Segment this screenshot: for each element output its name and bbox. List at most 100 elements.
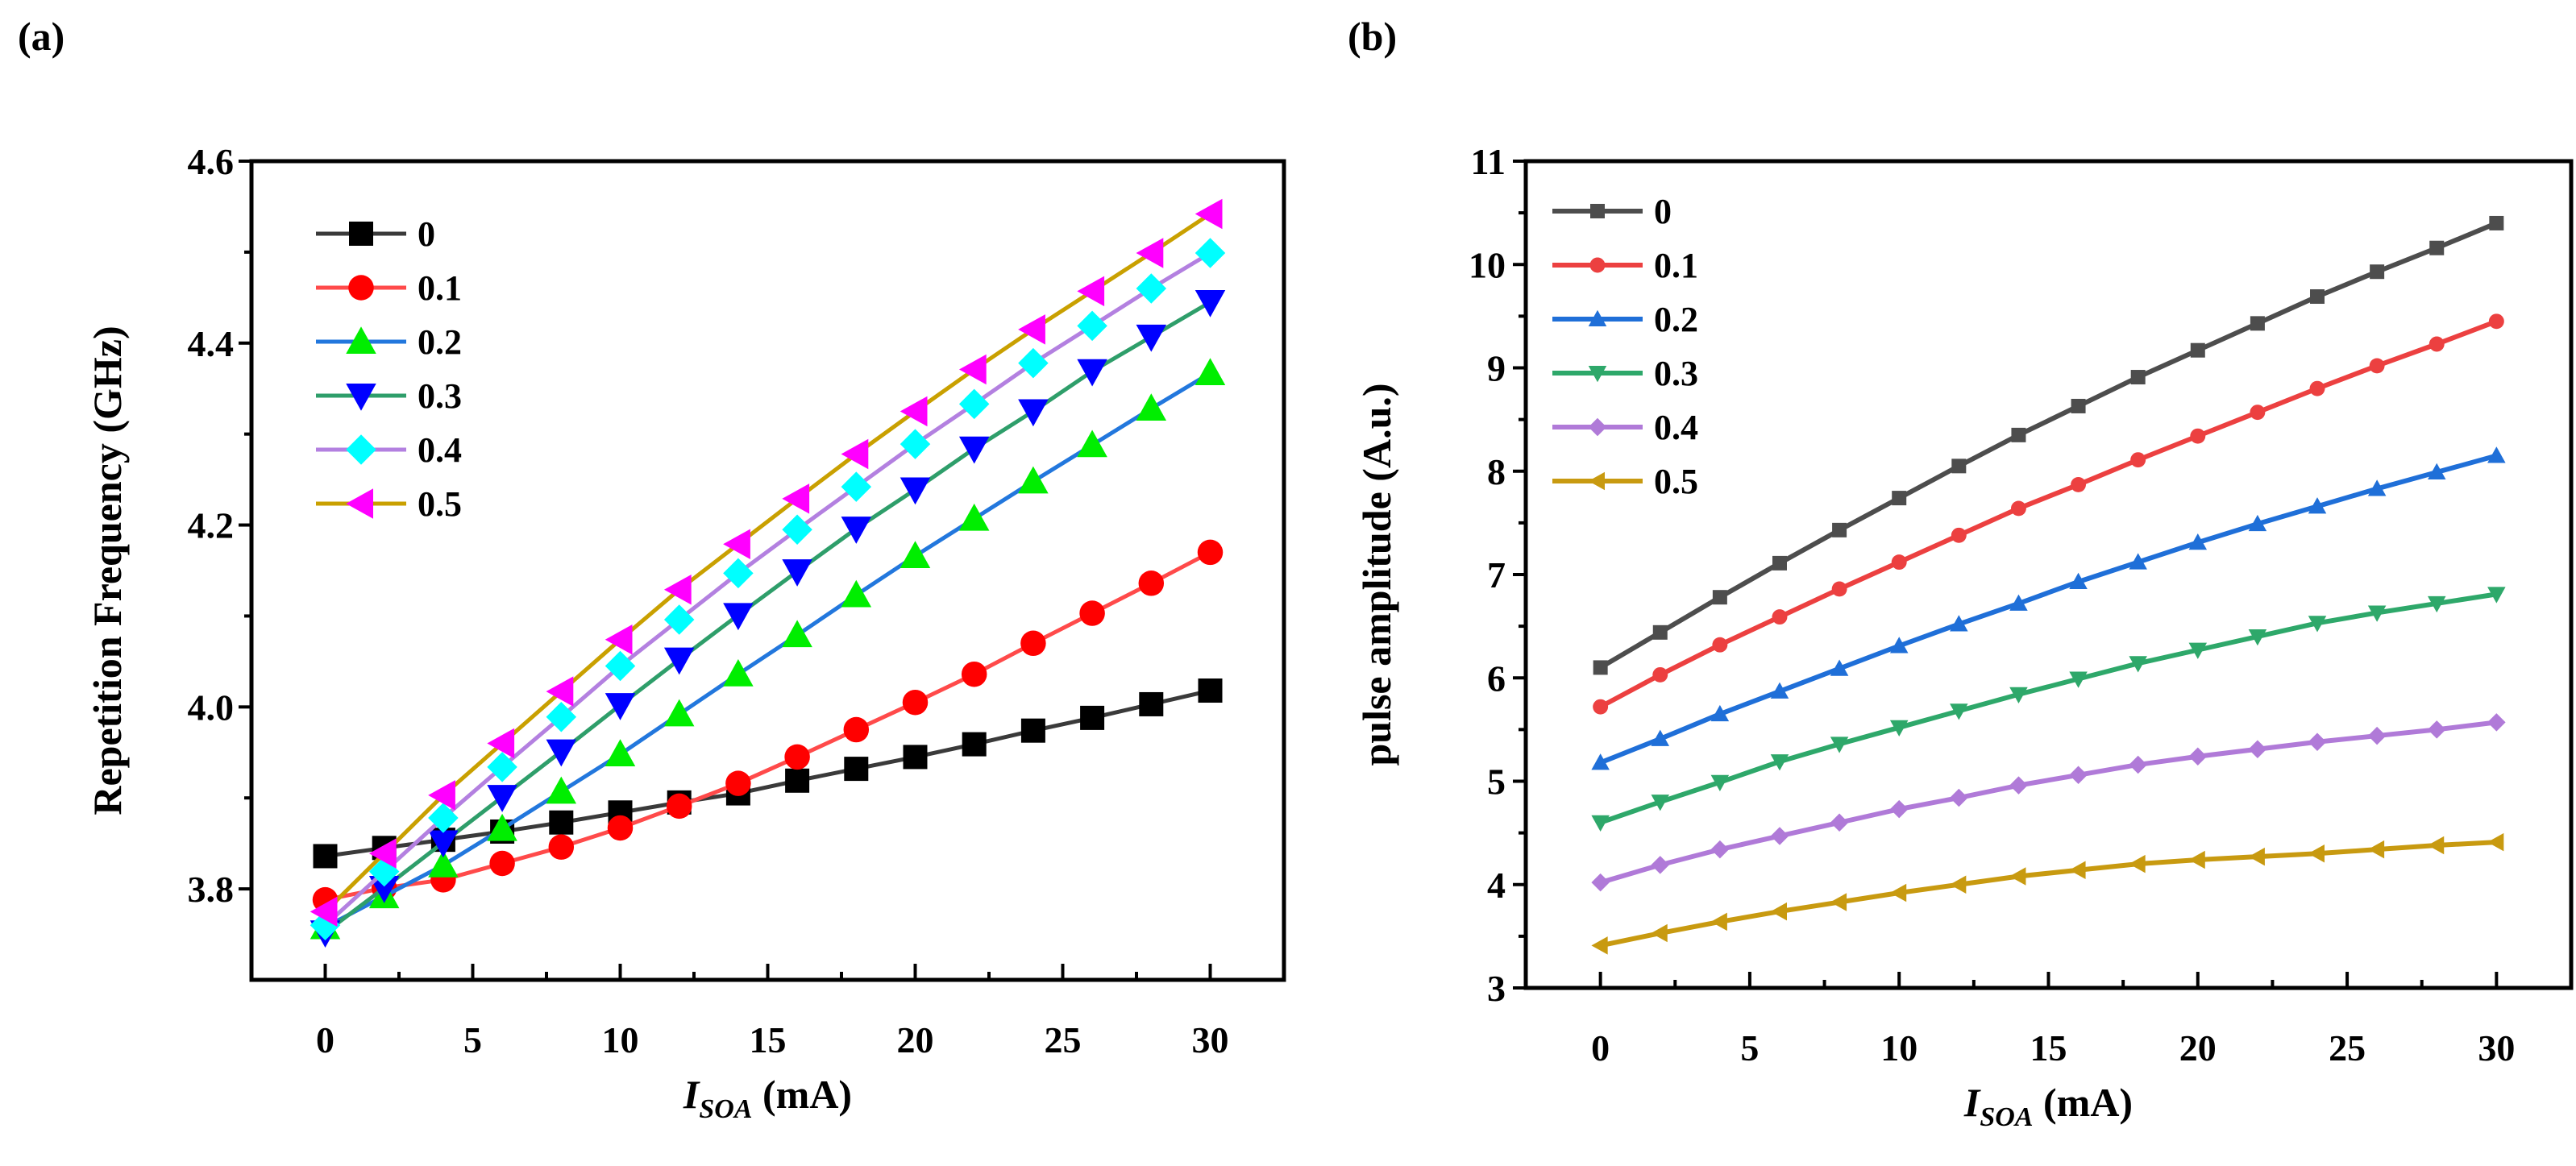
data-point	[2310, 289, 2325, 305]
y-tick-label: 11	[1471, 141, 1506, 182]
data-point	[1591, 815, 1610, 832]
legend-label: 0.3	[418, 376, 462, 416]
series-line	[1599, 221, 2498, 670]
x-axis-label: ISOA (mA)	[683, 1072, 852, 1124]
legend-label: 0.2	[1654, 300, 1698, 339]
legend-marker	[346, 488, 373, 519]
x-axis-label-main: I	[1963, 1080, 1981, 1125]
data-point	[2069, 572, 2088, 589]
legend-item: 0.3	[1552, 354, 1698, 393]
data-point	[1832, 522, 1847, 537]
data-point	[2487, 832, 2504, 852]
data-point	[605, 650, 636, 682]
data-point	[2190, 428, 2206, 444]
data-point	[2009, 594, 2028, 611]
data-point	[902, 689, 929, 716]
data-point	[1651, 729, 1670, 746]
legend-item: 0.2	[1552, 300, 1698, 339]
y-tick-label: 10	[1469, 244, 1506, 285]
legend-marker	[346, 384, 376, 411]
data-point	[1079, 600, 1105, 626]
legend-label: 0.5	[418, 484, 462, 524]
data-point	[1195, 358, 1226, 386]
data-point	[900, 541, 931, 568]
data-point	[785, 768, 810, 793]
data-point	[2188, 533, 2208, 550]
data-point	[2069, 766, 2088, 785]
legend-label: 0.2	[418, 322, 462, 362]
x-tick-label: 5	[1740, 1027, 1759, 1068]
data-point	[1889, 883, 1907, 903]
x-tick-label: 15	[2030, 1027, 2067, 1068]
data-point	[1080, 705, 1105, 730]
data-point	[2427, 720, 2446, 739]
x-tick-label: 20	[897, 1019, 934, 1060]
data-point	[428, 803, 459, 833]
data-point	[2308, 616, 2327, 633]
data-point	[2488, 313, 2504, 330]
legend-marker	[1590, 204, 1605, 218]
data-point	[368, 838, 397, 869]
series-line	[324, 371, 1211, 929]
data-point	[546, 676, 574, 707]
data-point	[2308, 497, 2327, 514]
data-point	[1772, 609, 1788, 625]
legend-marker	[1588, 417, 1607, 437]
data-point	[782, 559, 812, 587]
series-line	[1599, 318, 2498, 709]
series-0-5	[1591, 832, 2504, 955]
data-point	[1138, 571, 1165, 596]
data-point	[1950, 788, 1968, 807]
data-point	[1712, 637, 1728, 653]
x-axis-label-unit: (mA)	[753, 1072, 853, 1117]
data-point	[2011, 427, 2026, 442]
series-line	[323, 212, 1211, 914]
series-0-1	[312, 539, 1224, 913]
data-point	[2250, 405, 2266, 421]
series-line	[323, 300, 1211, 935]
data-point	[2367, 479, 2387, 496]
legend-item: 0.1	[316, 268, 462, 308]
series-line	[323, 251, 1211, 927]
legend-item: 0.5	[1552, 462, 1698, 501]
data-point	[843, 716, 870, 743]
series-line	[1599, 720, 2497, 886]
y-tick-label: 4.4	[188, 323, 235, 364]
data-point	[2188, 850, 2205, 869]
data-point	[2130, 370, 2146, 385]
data-point	[605, 739, 636, 767]
series-line	[325, 688, 1211, 858]
data-point	[368, 875, 400, 903]
data-point	[1195, 238, 1226, 268]
legend-marker	[346, 326, 376, 354]
data-point	[784, 744, 810, 770]
data-point	[1951, 459, 1967, 474]
x-axis-label-unit: (mA)	[2034, 1080, 2134, 1125]
x-axis-label: ISOA (mA)	[1963, 1080, 2133, 1132]
data-point	[2009, 867, 2026, 886]
series-0-2	[310, 358, 1226, 940]
data-point	[1136, 273, 1167, 304]
y-axis-label: pulse amplitude (A.u.)	[1354, 383, 1399, 766]
data-point	[1950, 875, 1967, 894]
legend-label: 0.1	[1654, 246, 1698, 285]
series-0	[1593, 215, 2504, 675]
data-point	[1077, 276, 1105, 307]
data-point	[1830, 893, 1847, 911]
data-point	[1830, 813, 1849, 832]
y-tick-label: 4.2	[188, 505, 235, 546]
data-point	[2487, 713, 2506, 732]
data-point	[841, 438, 869, 470]
axes-frame	[249, 159, 1286, 982]
legend-item: 0	[316, 214, 435, 254]
data-point	[903, 745, 928, 770]
y-tick-label: 5	[1487, 761, 1506, 803]
data-point	[962, 732, 987, 757]
data-point	[2130, 452, 2146, 468]
data-point	[1020, 630, 1046, 657]
data-point	[723, 658, 754, 687]
data-point	[1139, 691, 1164, 716]
data-point	[900, 429, 931, 459]
data-point	[1651, 923, 1668, 943]
